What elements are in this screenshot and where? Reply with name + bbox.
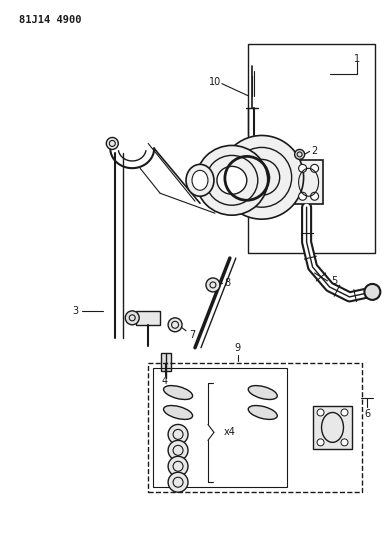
Circle shape <box>341 409 348 416</box>
Text: 5: 5 <box>331 276 338 286</box>
Circle shape <box>168 456 188 477</box>
Bar <box>148 362 363 492</box>
Ellipse shape <box>163 406 193 419</box>
Circle shape <box>317 439 324 446</box>
Text: x4: x4 <box>224 427 236 438</box>
Ellipse shape <box>192 171 208 190</box>
Circle shape <box>299 164 307 172</box>
Circle shape <box>220 135 303 219</box>
Circle shape <box>168 318 182 332</box>
Ellipse shape <box>248 406 277 419</box>
Circle shape <box>299 192 307 200</box>
Text: 4: 4 <box>162 376 168 385</box>
Circle shape <box>341 439 348 446</box>
Circle shape <box>364 284 380 300</box>
Circle shape <box>310 164 319 172</box>
Text: 8: 8 <box>225 278 231 288</box>
Circle shape <box>206 278 220 292</box>
Circle shape <box>168 440 188 461</box>
Bar <box>136 311 160 325</box>
Circle shape <box>294 149 305 159</box>
Text: 81J14 4900: 81J14 4900 <box>19 15 81 25</box>
Circle shape <box>168 424 188 445</box>
Ellipse shape <box>186 164 214 196</box>
Bar <box>248 44 375 253</box>
Circle shape <box>317 409 324 416</box>
Text: 6: 6 <box>364 409 370 419</box>
Text: 2: 2 <box>312 147 318 156</box>
Bar <box>294 160 322 204</box>
Circle shape <box>125 311 139 325</box>
Bar <box>313 406 352 449</box>
Text: 10: 10 <box>209 77 221 87</box>
Text: 7: 7 <box>189 330 195 340</box>
Text: 3: 3 <box>72 306 79 316</box>
Bar <box>153 368 287 487</box>
Circle shape <box>168 472 188 492</box>
Ellipse shape <box>196 146 268 215</box>
Ellipse shape <box>217 166 247 194</box>
Text: 1: 1 <box>354 54 361 64</box>
Bar <box>161 353 171 370</box>
Ellipse shape <box>163 385 193 400</box>
Ellipse shape <box>248 385 277 400</box>
Text: 9: 9 <box>235 343 241 353</box>
Circle shape <box>310 192 319 200</box>
Circle shape <box>106 138 118 149</box>
